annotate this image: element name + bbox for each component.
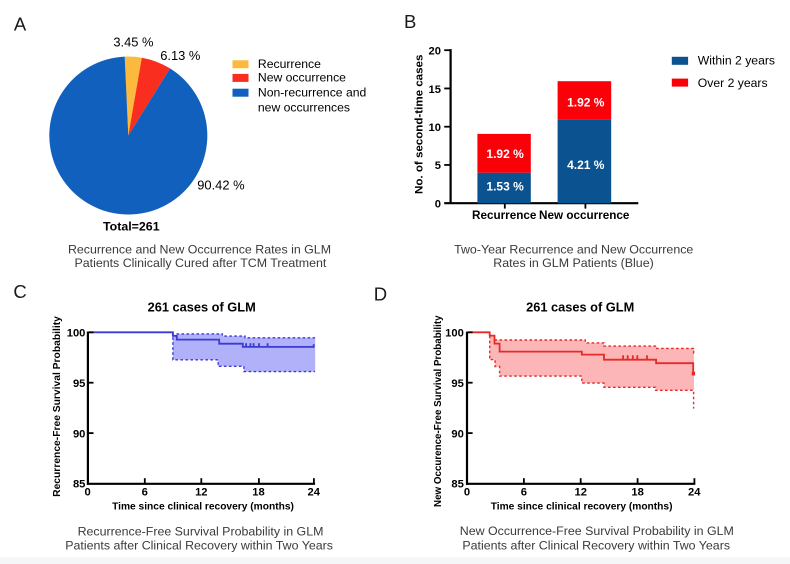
svg-text:0: 0 [435,198,441,210]
svg-text:95: 95 [451,378,463,390]
svg-text:0: 0 [84,486,90,498]
svg-text:Patients after Clinical Recove: Patients after Clinical Recovery within … [462,538,730,552]
svg-text:85: 85 [73,479,85,491]
svg-text:10: 10 [429,122,441,134]
svg-text:261 cases of GLM: 261 cases of GLM [148,299,256,314]
svg-text:18: 18 [631,486,643,498]
svg-text:C: C [13,281,26,302]
svg-text:Two-Year Recurrence and New Oc: Two-Year Recurrence and New Occurrence [454,242,693,256]
svg-text:No. of second-time cases: No. of second-time cases [413,55,425,194]
svg-text:D: D [374,283,387,304]
svg-text:New occurrence: New occurrence [258,71,346,85]
svg-text:Total=261: Total=261 [103,219,160,233]
svg-text:15: 15 [429,84,441,96]
svg-text:6: 6 [142,486,148,498]
svg-text:85: 85 [451,479,463,491]
svg-text:20: 20 [429,46,441,58]
svg-text:Non-recurrence and: Non-recurrence and [258,85,366,99]
svg-text:Patients Clinically Cured afte: Patients Clinically Cured after TCM Trea… [74,256,326,270]
svg-text:3.45 %: 3.45 % [113,35,153,50]
svg-text:Within 2 years: Within 2 years [698,54,775,68]
svg-text:Recurrence-Free Survival Proba: Recurrence-Free Survival Probability in … [78,525,324,539]
svg-text:Time since clinical recovery (: Time since clinical recovery (months) [112,502,294,513]
svg-text:24: 24 [307,486,320,498]
svg-text:4.21 %: 4.21 % [567,158,605,172]
svg-text:1.53 %: 1.53 % [486,180,524,194]
svg-text:100: 100 [445,328,464,340]
svg-text:Rates in GLM Patients (Blue): Rates in GLM Patients (Blue) [493,256,653,270]
svg-text:5: 5 [435,160,441,172]
svg-text:0: 0 [464,486,470,498]
svg-text:18: 18 [252,486,264,498]
svg-text:Recurrence and New Occurrence: Recurrence and New Occurrence Rates in G… [68,242,331,256]
svg-text:Recurrence-Free Survival Proba: Recurrence-Free Survival Probability [52,316,63,497]
svg-text:261 cases of GLM: 261 cases of GLM [526,299,634,314]
svg-text:Recurrence: Recurrence [258,57,321,71]
svg-text:A: A [14,13,27,34]
svg-text:6.13 %: 6.13 % [160,48,200,63]
svg-text:Patients after Clinical Recove: Patients after Clinical Recovery within … [65,539,333,553]
svg-text:1.92 %: 1.92 % [567,96,605,110]
svg-text:1.92 %: 1.92 % [486,147,524,161]
svg-text:Over 2 years: Over 2 years [698,76,768,90]
svg-text:6: 6 [521,486,527,498]
svg-text:95: 95 [73,378,85,390]
svg-text:90: 90 [451,428,463,440]
svg-text:New Occurrence-Free Survival P: New Occurrence-Free Survival Probability… [460,524,734,538]
svg-text:New Occurence-Free Survival Pr: New Occurence-Free Survival Probability [433,315,444,507]
svg-text:new occurrences: new occurrences [258,101,350,115]
svg-text:12: 12 [195,486,207,498]
svg-text:New occurrence: New occurrence [539,209,630,222]
svg-text:12: 12 [574,486,586,498]
svg-text:90: 90 [73,428,85,440]
svg-text:Time since clinical recovery (: Time since clinical recovery (months) [491,502,673,513]
svg-text:100: 100 [67,328,86,340]
svg-text:B: B [404,11,416,32]
svg-text:24: 24 [688,486,701,498]
svg-text:90.42 %: 90.42 % [197,178,244,193]
svg-text:Recurrence: Recurrence [472,209,537,222]
